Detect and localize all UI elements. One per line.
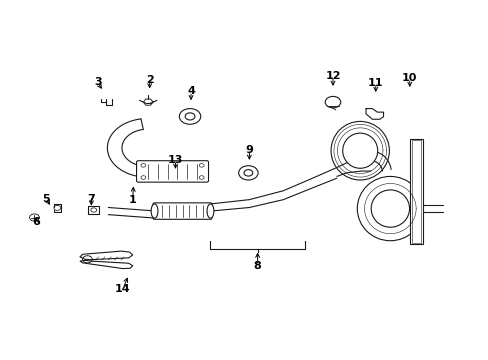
Bar <box>411 140 421 243</box>
Text: 4: 4 <box>187 86 195 96</box>
FancyBboxPatch shape <box>136 161 208 182</box>
Text: 9: 9 <box>245 145 253 156</box>
Polygon shape <box>80 260 132 269</box>
Ellipse shape <box>370 190 409 227</box>
Bar <box>409 139 423 244</box>
Text: 2: 2 <box>145 75 153 85</box>
Text: 3: 3 <box>94 77 102 87</box>
Circle shape <box>30 214 39 221</box>
Circle shape <box>179 109 201 124</box>
Text: 11: 11 <box>367 78 383 88</box>
Text: 7: 7 <box>87 194 95 203</box>
Ellipse shape <box>206 204 213 218</box>
Polygon shape <box>88 206 99 214</box>
Ellipse shape <box>357 176 423 241</box>
Polygon shape <box>143 99 153 105</box>
Ellipse shape <box>330 121 388 180</box>
Text: 5: 5 <box>42 194 50 203</box>
Ellipse shape <box>342 133 377 168</box>
Circle shape <box>238 166 258 180</box>
Text: 12: 12 <box>325 71 340 81</box>
Text: 13: 13 <box>167 156 183 165</box>
Text: 6: 6 <box>32 217 40 227</box>
Polygon shape <box>80 251 132 260</box>
Polygon shape <box>366 109 383 119</box>
Text: 10: 10 <box>401 73 417 83</box>
Text: 1: 1 <box>128 195 136 204</box>
Text: 14: 14 <box>115 284 130 294</box>
Circle shape <box>325 96 340 108</box>
Polygon shape <box>107 119 143 177</box>
FancyBboxPatch shape <box>153 203 211 219</box>
Text: 8: 8 <box>253 261 261 271</box>
Ellipse shape <box>151 204 158 218</box>
